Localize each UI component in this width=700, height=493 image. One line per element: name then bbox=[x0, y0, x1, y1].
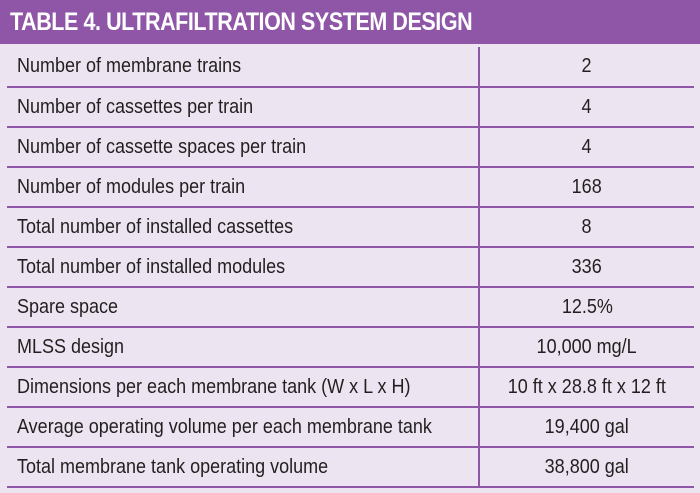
table-row: Total membrane tank operating volume 38,… bbox=[7, 446, 694, 488]
table-row: Number of cassette spaces per train 4 bbox=[7, 126, 694, 168]
row-label-cell: MLSS design bbox=[7, 326, 480, 368]
table-row: Dimensions per each membrane tank (W x L… bbox=[7, 366, 694, 408]
row-label-cell: Number of membrane trains bbox=[7, 47, 480, 88]
row-value: 2 bbox=[581, 55, 593, 77]
table-row: Number of membrane trains 2 bbox=[7, 47, 694, 88]
row-value-cell: 12.5% bbox=[478, 286, 694, 328]
row-value-cell: 19,400 gal bbox=[478, 406, 694, 448]
row-value-cell: 38,800 gal bbox=[478, 446, 694, 488]
table-row: Spare space 12.5% bbox=[7, 286, 694, 328]
row-label: Number of cassette spaces per train bbox=[17, 135, 307, 158]
row-label-cell: Average operating volume per each membra… bbox=[7, 406, 480, 448]
row-value: 10,000 mg/L bbox=[536, 335, 638, 358]
row-label: Dimensions per each membrane tank (W x L… bbox=[17, 375, 411, 398]
row-value: 12.5% bbox=[561, 295, 613, 318]
row-label-cell: Number of cassettes per train bbox=[7, 86, 480, 128]
row-value: 4 bbox=[581, 95, 593, 118]
row-label: Total number of installed modules bbox=[17, 255, 286, 278]
row-value-cell: 336 bbox=[478, 246, 694, 288]
row-value: 10 ft x 28.8 ft x 12 ft bbox=[507, 375, 667, 398]
table-row: Average operating volume per each membra… bbox=[7, 406, 694, 448]
table-row: Number of modules per train 168 bbox=[7, 166, 694, 208]
table-row: Total number of installed modules 336 bbox=[7, 246, 694, 288]
row-value: 4 bbox=[581, 135, 593, 158]
row-value-cell: 8 bbox=[478, 206, 694, 248]
row-value: 8 bbox=[581, 215, 593, 238]
row-value-cell: 10 ft x 28.8 ft x 12 ft bbox=[478, 366, 694, 408]
row-label-cell: Total membrane tank operating volume bbox=[7, 446, 480, 488]
row-value: 168 bbox=[571, 175, 603, 198]
row-label-cell: Total number of installed modules bbox=[7, 246, 480, 288]
row-label-cell: Number of modules per train bbox=[7, 166, 480, 208]
row-label: MLSS design bbox=[17, 335, 125, 358]
row-label: Average operating volume per each membra… bbox=[17, 415, 432, 438]
row-value-cell: 2 bbox=[478, 47, 694, 88]
table-title: TABLE 4. ULTRAFILTRATION SYSTEM DESIGN bbox=[10, 8, 473, 36]
design-parameters-table: Number of membrane trains 2 Number of ca… bbox=[7, 47, 694, 488]
row-label: Total membrane tank operating volume bbox=[17, 455, 329, 478]
row-label-cell: Total number of installed cassettes bbox=[7, 206, 480, 248]
row-label: Total number of installed cassettes bbox=[17, 215, 294, 238]
row-label: Number of modules per train bbox=[17, 175, 246, 198]
row-value: 336 bbox=[571, 255, 603, 278]
table-row: Number of cassettes per train 4 bbox=[7, 86, 694, 128]
row-value: 38,800 gal bbox=[544, 455, 630, 478]
table-row: MLSS design 10,000 mg/L bbox=[7, 326, 694, 368]
row-label-cell: Number of cassette spaces per train bbox=[7, 126, 480, 168]
row-value-cell: 4 bbox=[478, 126, 694, 168]
row-label-cell: Dimensions per each membrane tank (W x L… bbox=[7, 366, 480, 408]
table-row: Total number of installed cassettes 8 bbox=[7, 206, 694, 248]
row-label: Number of cassettes per train bbox=[17, 95, 254, 118]
row-value-cell: 4 bbox=[478, 86, 694, 128]
row-value-cell: 168 bbox=[478, 166, 694, 208]
table-title-bar: TABLE 4. ULTRAFILTRATION SYSTEM DESIGN bbox=[0, 0, 700, 44]
row-value: 19,400 gal bbox=[544, 415, 630, 438]
row-label: Number of membrane trains bbox=[17, 55, 242, 77]
row-label-cell: Spare space bbox=[7, 286, 480, 328]
row-value-cell: 10,000 mg/L bbox=[478, 326, 694, 368]
row-label: Spare space bbox=[17, 295, 119, 318]
